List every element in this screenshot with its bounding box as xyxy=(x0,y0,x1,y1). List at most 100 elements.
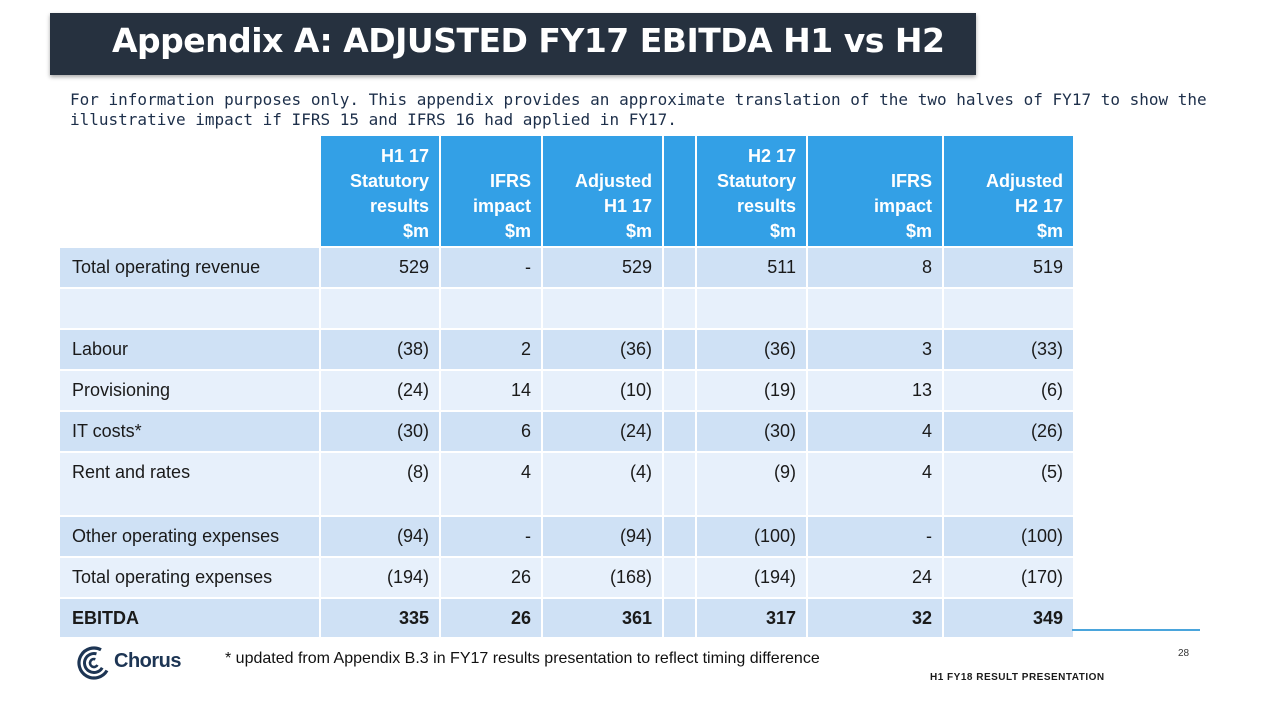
table-cell: 4 xyxy=(439,451,543,517)
col-h2-statutory: H2 17 Statutory results $m xyxy=(695,134,808,248)
row-label: Provisioning xyxy=(58,369,321,412)
table-cell: (36) xyxy=(541,328,664,371)
col-h1-ifrs: IFRS impact $m xyxy=(439,134,543,248)
separator-cell xyxy=(662,369,697,412)
separator-cell xyxy=(662,410,697,453)
table-cell: 14 xyxy=(439,369,543,412)
table-cell: 24 xyxy=(806,556,944,599)
table-row: Rent and rates (8) 4 (4) (9) 4 (5) xyxy=(58,451,1075,517)
row-label: Other operating expenses xyxy=(58,515,321,558)
row-label: IT costs* xyxy=(58,410,321,453)
table-row xyxy=(58,287,1075,330)
col-h1-adjusted: Adjusted H1 17 $m xyxy=(541,134,664,248)
footer-rule xyxy=(1072,629,1200,631)
title-bar: Appendix A: ADJUSTED FY17 EBITDA H1 vs H… xyxy=(50,13,976,75)
table-cell: (94) xyxy=(541,515,664,558)
chorus-logo-icon xyxy=(77,646,111,680)
separator-cell xyxy=(662,246,697,289)
table-cell: (10) xyxy=(541,369,664,412)
header-line: Adjusted xyxy=(985,171,1063,191)
table-cell: - xyxy=(439,515,543,558)
table-cell: (8) xyxy=(319,451,441,517)
table-cell: (6) xyxy=(942,369,1075,412)
header-line: impact xyxy=(472,196,531,216)
table-row-ebitda: EBITDA 335 26 361 317 32 349 xyxy=(58,597,1075,639)
table-cell: 26 xyxy=(439,556,543,599)
table-cell xyxy=(695,287,808,330)
header-line: Adjusted xyxy=(574,171,652,191)
table-cell: 13 xyxy=(806,369,944,412)
row-label xyxy=(58,287,321,330)
header-line: results xyxy=(736,196,796,216)
header-line: $m xyxy=(504,221,531,241)
header-line: Statutory xyxy=(349,171,429,191)
table-row: Labour (38) 2 (36) (36) 3 (33) xyxy=(58,328,1075,371)
row-label: Rent and rates xyxy=(58,451,321,517)
header-line: H1 17 xyxy=(603,196,652,216)
page-title: Appendix A: ADJUSTED FY17 EBITDA H1 vs H… xyxy=(112,21,945,60)
col-h2-ifrs: IFRS impact $m xyxy=(806,134,944,248)
separator-cell xyxy=(662,515,697,558)
table-row: IT costs* (30) 6 (24) (30) 4 (26) xyxy=(58,410,1075,453)
table-cell: (100) xyxy=(695,515,808,558)
header-line: IFRS xyxy=(489,171,531,191)
table-cell: (194) xyxy=(319,556,441,599)
table-cell: (170) xyxy=(942,556,1075,599)
header-line: results xyxy=(369,196,429,216)
table-cell: (194) xyxy=(695,556,808,599)
intro-text: For information purposes only. This appe… xyxy=(70,90,1207,129)
table-cell xyxy=(806,287,944,330)
header-line: H1 17 xyxy=(380,146,429,166)
table-cell: 4 xyxy=(806,410,944,453)
table-cell xyxy=(541,287,664,330)
header-line: H2 17 xyxy=(1014,196,1063,216)
header-line: impact xyxy=(873,196,932,216)
page-number: 28 xyxy=(1178,648,1190,659)
header-line: $m xyxy=(769,221,796,241)
header-line: $m xyxy=(402,221,429,241)
footnote: * updated from Appendix B.3 in FY17 resu… xyxy=(225,650,820,667)
footer-label: H1 FY18 RESULT PRESENTATION xyxy=(930,672,1105,683)
table-cell: 511 xyxy=(695,246,808,289)
table-cell: (33) xyxy=(942,328,1075,371)
row-label: Total operating expenses xyxy=(58,556,321,599)
brand-name: Chorus xyxy=(114,650,182,672)
table-cell: (19) xyxy=(695,369,808,412)
header-line: $m xyxy=(905,221,932,241)
table-cell: 519 xyxy=(942,246,1075,289)
col-h2-adjusted: Adjusted H2 17 $m xyxy=(942,134,1075,248)
row-label: EBITDA xyxy=(58,597,321,639)
table-cell: 6 xyxy=(439,410,543,453)
table-cell: (26) xyxy=(942,410,1075,453)
separator-cell xyxy=(662,328,697,371)
separator-cell xyxy=(662,287,697,330)
table-cell: (30) xyxy=(695,410,808,453)
table-cell: 2 xyxy=(439,328,543,371)
header-separator xyxy=(662,134,697,248)
header-line: $m xyxy=(625,221,652,241)
table-cell: (36) xyxy=(695,328,808,371)
table-cell: 529 xyxy=(319,246,441,289)
table-cell: 32 xyxy=(806,597,944,639)
table-cell: (4) xyxy=(541,451,664,517)
row-label: Total operating revenue xyxy=(58,246,321,289)
table-cell: 335 xyxy=(319,597,441,639)
table-row: Provisioning (24) 14 (10) (19) 13 (6) xyxy=(58,369,1075,412)
ebitda-table: H1 17 Statutory results $m IFRS impact $… xyxy=(58,134,1075,639)
table-cell: 26 xyxy=(439,597,543,639)
header-blank xyxy=(58,134,321,248)
header-line: IFRS xyxy=(890,171,932,191)
table-cell: (24) xyxy=(319,369,441,412)
table-cell: (9) xyxy=(695,451,808,517)
table-row: Total operating expenses (194) 26 (168) … xyxy=(58,556,1075,599)
table-cell: (5) xyxy=(942,451,1075,517)
table-cell: (38) xyxy=(319,328,441,371)
table-cell: (30) xyxy=(319,410,441,453)
table-header: H1 17 Statutory results $m IFRS impact $… xyxy=(58,134,1075,248)
header-line: $m xyxy=(1036,221,1063,241)
col-h1-statutory: H1 17 Statutory results $m xyxy=(319,134,441,248)
row-label: Labour xyxy=(58,328,321,371)
header-line: H2 17 xyxy=(747,146,796,166)
separator-cell xyxy=(662,556,697,599)
table-cell: (24) xyxy=(541,410,664,453)
